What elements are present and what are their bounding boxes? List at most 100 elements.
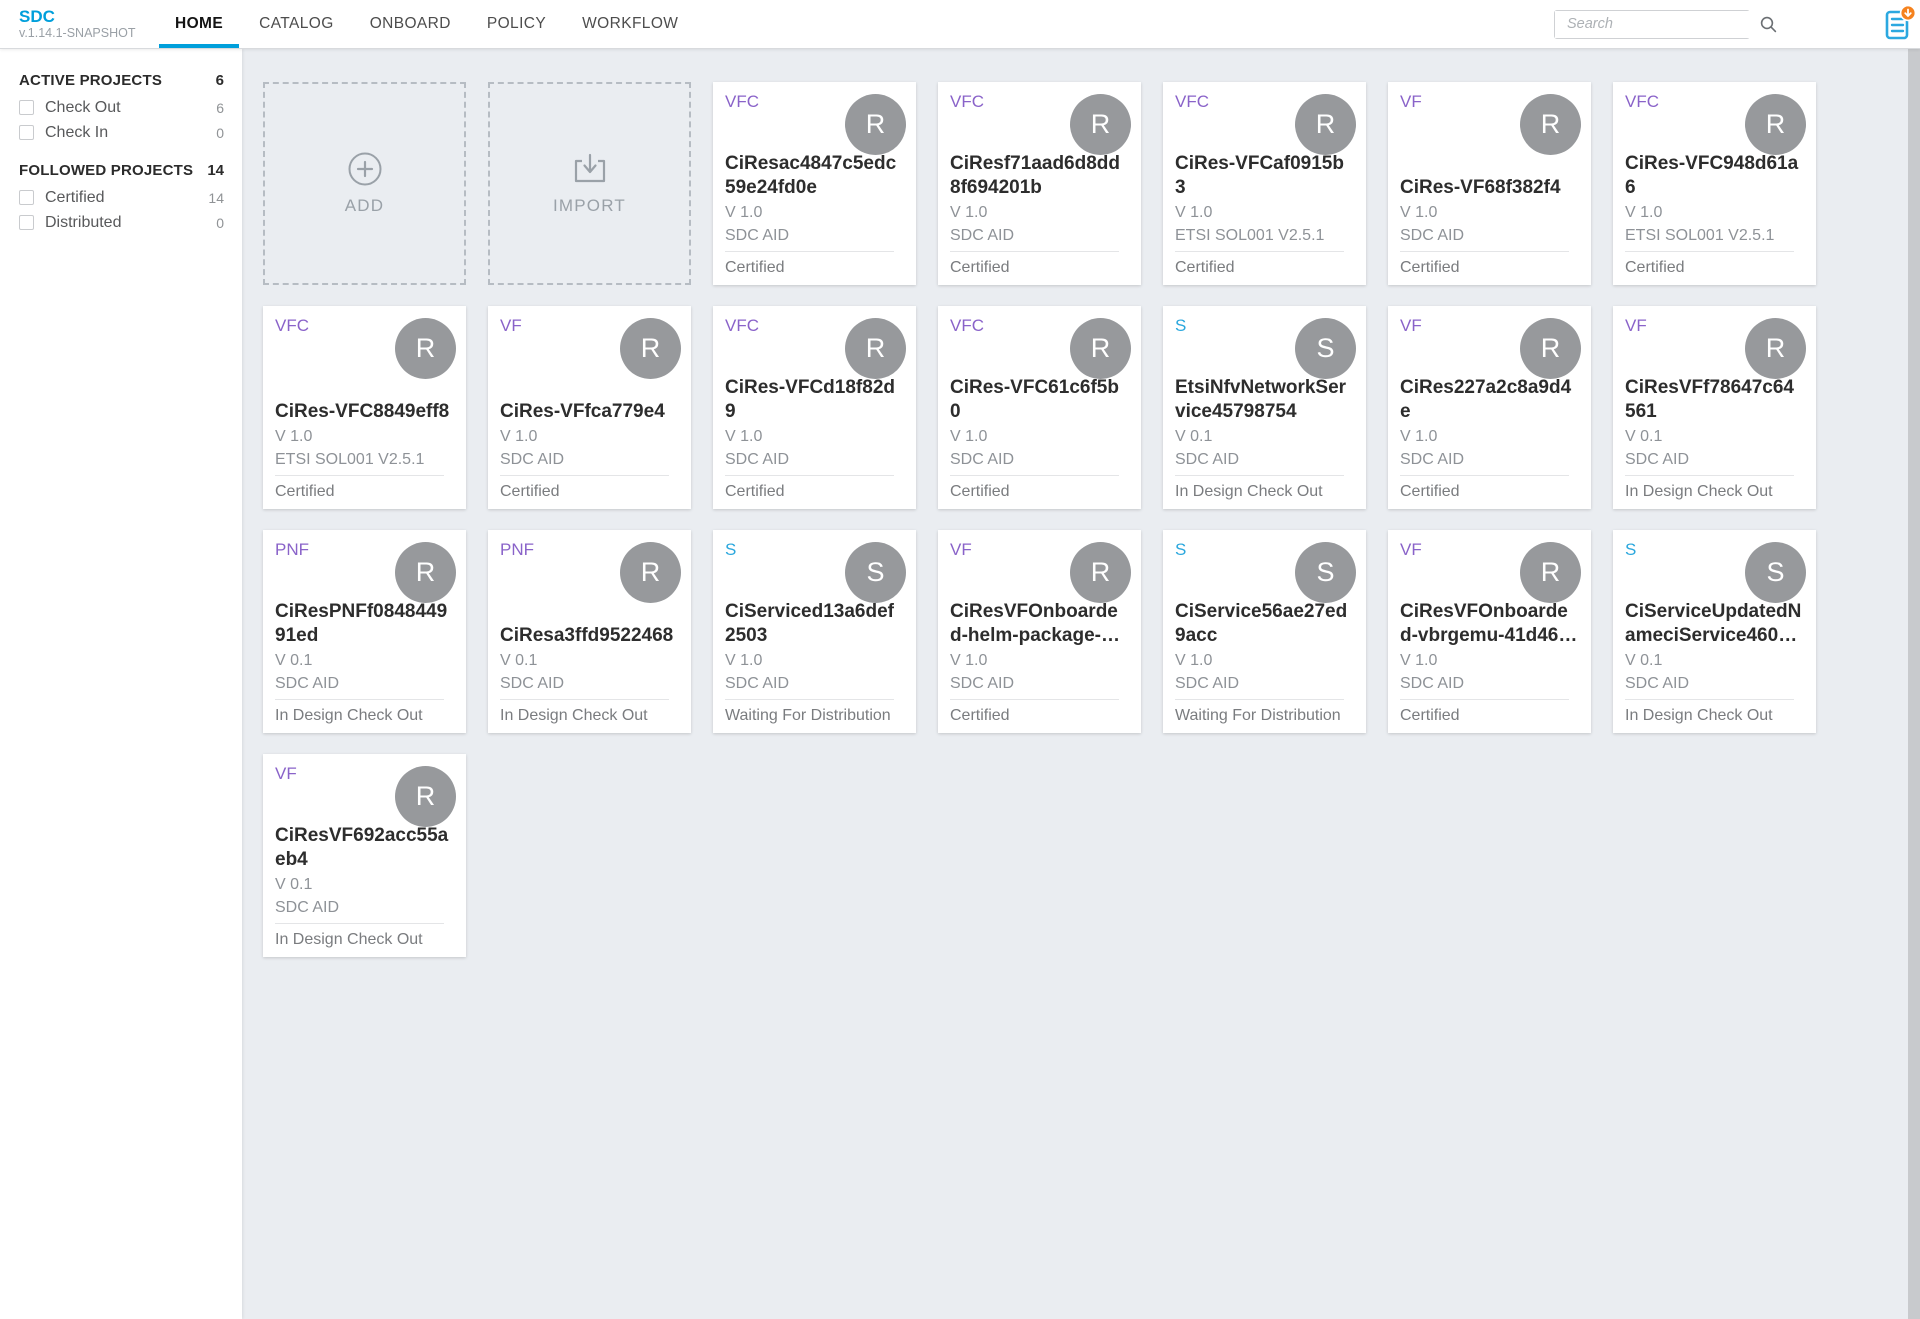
content-row: ACTIVE PROJECTS 6 Check Out 6 Check In 0… xyxy=(0,49,1920,1319)
component-name: CiService56ae27ed9acc xyxy=(1175,601,1348,646)
component-card[interactable]: VFC R CiRes-VFC8849eff8 V 1.0 ETSI SOL00… xyxy=(263,306,466,509)
component-version: V 1.0 xyxy=(1400,204,1438,221)
component-version: V 1.0 xyxy=(950,652,988,669)
component-version: V 0.1 xyxy=(275,876,313,893)
component-type-label: VFC xyxy=(1625,92,1659,111)
component-avatar: R xyxy=(620,542,681,603)
section-count: 14 xyxy=(207,161,224,179)
component-model: SDC AID xyxy=(1625,451,1690,468)
component-card[interactable]: S S EtsiNfvNetworkService45798754 V 0.1 … xyxy=(1163,306,1366,509)
component-name: CiRes-VFfca779e4 xyxy=(500,401,665,422)
component-card[interactable]: VF R CiRes-VF68f382f4 V 1.0 SDC AID Cert… xyxy=(1388,82,1591,285)
component-name: CiServiceUpdatedNameciService460d6dfd08c… xyxy=(1625,601,1802,646)
import-label: IMPORT xyxy=(552,196,626,215)
component-version: V 1.0 xyxy=(275,428,313,445)
import-icon xyxy=(574,153,605,183)
component-status: Certified xyxy=(1625,259,1685,276)
component-model: SDC AID xyxy=(275,899,340,916)
component-card[interactable]: VFC R CiRes-VFC948d61a6 V 1.0 ETSI SOL00… xyxy=(1613,82,1816,285)
component-model: SDC AID xyxy=(1625,675,1690,692)
component-status: In Design Check Out xyxy=(1175,483,1323,500)
filter-label: Check In xyxy=(45,123,109,141)
section-active-projects: ACTIVE PROJECTS 6 xyxy=(19,69,224,91)
component-card[interactable]: VFC R CiResac4847c5edc59e24fd0e V 1.0 SD… xyxy=(713,82,916,285)
checkbox-check-in[interactable] xyxy=(19,125,34,140)
component-model: SDC AID xyxy=(725,227,790,244)
component-status: Certified xyxy=(1400,707,1460,724)
vertical-scrollbar[interactable] xyxy=(1908,49,1920,1319)
checkbox-certified[interactable] xyxy=(19,190,34,205)
component-card[interactable]: PNF R CiResa3ffd9522468 V 0.1 SDC AID In… xyxy=(488,530,691,733)
component-model: SDC AID xyxy=(275,675,340,692)
component-card[interactable]: VFC R CiRes-VFCd18f82d9 V 1.0 SDC AID Ce… xyxy=(713,306,916,509)
component-status: In Design Check Out xyxy=(1625,707,1773,724)
component-model: ETSI SOL001 V2.5.1 xyxy=(275,451,425,468)
component-card[interactable]: VF R CiRes-VFfca779e4 V 1.0 SDC AID Cert… xyxy=(488,306,691,509)
component-type-label: VF xyxy=(1400,316,1422,335)
component-card[interactable]: VFC R CiRes-VFC61c6f5b0 V 1.0 SDC AID Ce… xyxy=(938,306,1141,509)
component-card[interactable]: VF R CiResVFf78647c64561 V 0.1 SDC AID I… xyxy=(1613,306,1816,509)
component-model: SDC AID xyxy=(1175,451,1240,468)
tab-onboard[interactable]: ONBOARD xyxy=(369,15,451,32)
component-card[interactable]: VFC R CiRes-VFCaf0915b3 V 1.0 ETSI SOL00… xyxy=(1163,82,1366,285)
card-divider xyxy=(1400,699,1569,700)
import-button[interactable]: IMPORT xyxy=(488,82,691,285)
checkbox-check-out[interactable] xyxy=(19,100,34,115)
component-status: Certified xyxy=(1400,483,1460,500)
component-avatar: S xyxy=(1295,542,1356,603)
component-card[interactable]: VFC R CiResf71aad6d8dd8f694201b V 1.0 SD… xyxy=(938,82,1141,285)
component-avatar: R xyxy=(1295,94,1356,155)
component-name: CiRes-VFC948d61a6 xyxy=(1625,153,1799,198)
dashboard-main: ADD IMPORT VFC R CiResac4847c5edc59e24fd… xyxy=(242,49,1920,1319)
notifications-button[interactable] xyxy=(1884,4,1917,43)
component-version: V 1.0 xyxy=(1400,652,1438,669)
component-status: Certified xyxy=(275,483,335,500)
search-icon xyxy=(1760,16,1777,33)
section-followed-projects: FOLLOWED PROJECTS 14 xyxy=(19,159,224,181)
search-input[interactable] xyxy=(1555,10,1760,38)
component-card[interactable]: VF R CiResVFOnboarded-vbrgemu-41d464ec V… xyxy=(1388,530,1591,733)
component-type-label: VFC xyxy=(1175,92,1209,111)
component-avatar: R xyxy=(1070,318,1131,379)
tab-catalog[interactable]: CATALOG xyxy=(259,15,334,32)
component-status: Certified xyxy=(725,259,785,276)
app-logo[interactable]: SDC v.1.14.1-SNAPSHOT xyxy=(0,8,157,41)
component-card[interactable]: S S CiServiced13a6def2503 V 1.0 SDC AID … xyxy=(713,530,916,733)
component-type-label: S xyxy=(1625,540,1637,559)
card-divider xyxy=(725,475,894,476)
component-version: V 1.0 xyxy=(1400,428,1438,445)
component-type-label: VFC xyxy=(275,316,309,335)
card-divider xyxy=(725,251,894,252)
add-button[interactable]: ADD xyxy=(263,82,466,285)
component-version: V 1.0 xyxy=(725,204,763,221)
component-status: Certified xyxy=(725,483,785,500)
card-divider xyxy=(275,699,444,700)
component-card[interactable]: S S CiService56ae27ed9acc V 1.0 SDC AID … xyxy=(1163,530,1366,733)
component-avatar: R xyxy=(845,94,906,155)
top-header: SDC v.1.14.1-SNAPSHOT HOME CATALOG ONBOA… xyxy=(0,0,1920,49)
component-name: CiResVFOnboarded-vbrgemu-41d464ec xyxy=(1400,601,1569,646)
component-card[interactable]: VF R CiRes227a2c8a9d4e V 1.0 SDC AID Cer… xyxy=(1388,306,1591,509)
component-model: SDC AID xyxy=(500,675,565,692)
component-name: CiRes-VFC61c6f5b0 xyxy=(950,377,1119,422)
component-version: V 0.1 xyxy=(1625,428,1663,445)
component-type-label: S xyxy=(1175,540,1187,559)
component-card[interactable]: VF R CiResVF692acc55aeb4 V 0.1 SDC AID I… xyxy=(263,754,466,957)
component-model: SDC AID xyxy=(950,227,1015,244)
checkbox-distributed[interactable] xyxy=(19,215,34,230)
tab-home[interactable]: HOME xyxy=(159,0,240,48)
component-card[interactable]: VF R CiResVFOnboarded-helm-package-valid… xyxy=(938,530,1141,733)
component-status: Certified xyxy=(500,483,560,500)
filter-label: Check Out xyxy=(45,98,121,116)
component-name: CiResVFOnboarded-helm-package-valid-a14f… xyxy=(950,601,1128,646)
tab-workflow[interactable]: WORKFLOW xyxy=(582,15,679,32)
component-avatar: R xyxy=(1070,542,1131,603)
component-version: V 0.1 xyxy=(275,652,313,669)
component-version: V 1.0 xyxy=(1625,204,1663,221)
header-right xyxy=(1554,4,1920,43)
component-card[interactable]: S S CiServiceUpdatedNameciService460d6df… xyxy=(1613,530,1816,733)
component-card[interactable]: PNF R CiResPNFf084844991ed V 0.1 SDC AID… xyxy=(263,530,466,733)
filter-check-in: Check In 0 xyxy=(19,120,224,145)
filter-label: Certified xyxy=(45,188,105,206)
tab-policy[interactable]: POLICY xyxy=(486,15,547,32)
